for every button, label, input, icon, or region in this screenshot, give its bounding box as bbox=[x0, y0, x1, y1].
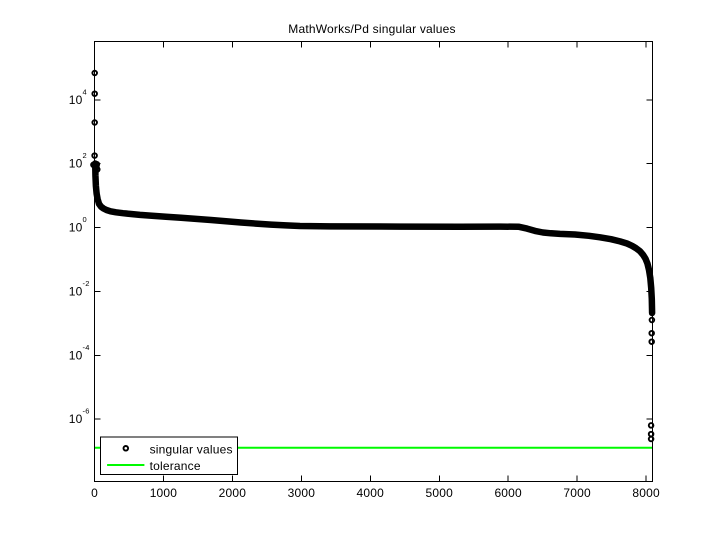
svg-text:MathWorks/Pd singular values: MathWorks/Pd singular values bbox=[288, 22, 455, 36]
svg-text:7000: 7000 bbox=[563, 486, 591, 500]
svg-text:100: 100 bbox=[69, 215, 87, 235]
svg-text:4000: 4000 bbox=[357, 486, 385, 500]
svg-text:0: 0 bbox=[91, 486, 98, 500]
svg-text:104: 104 bbox=[69, 87, 87, 107]
svg-text:singular values: singular values bbox=[150, 443, 233, 457]
svg-text:1000: 1000 bbox=[150, 486, 178, 500]
svg-text:102: 102 bbox=[69, 151, 87, 171]
svg-text:5000: 5000 bbox=[426, 486, 454, 500]
svg-text:6000: 6000 bbox=[494, 486, 522, 500]
svg-text:3000: 3000 bbox=[288, 486, 316, 500]
svg-text:tolerance: tolerance bbox=[150, 459, 201, 473]
svg-text:8000: 8000 bbox=[632, 486, 660, 500]
svg-text:2000: 2000 bbox=[219, 486, 247, 500]
